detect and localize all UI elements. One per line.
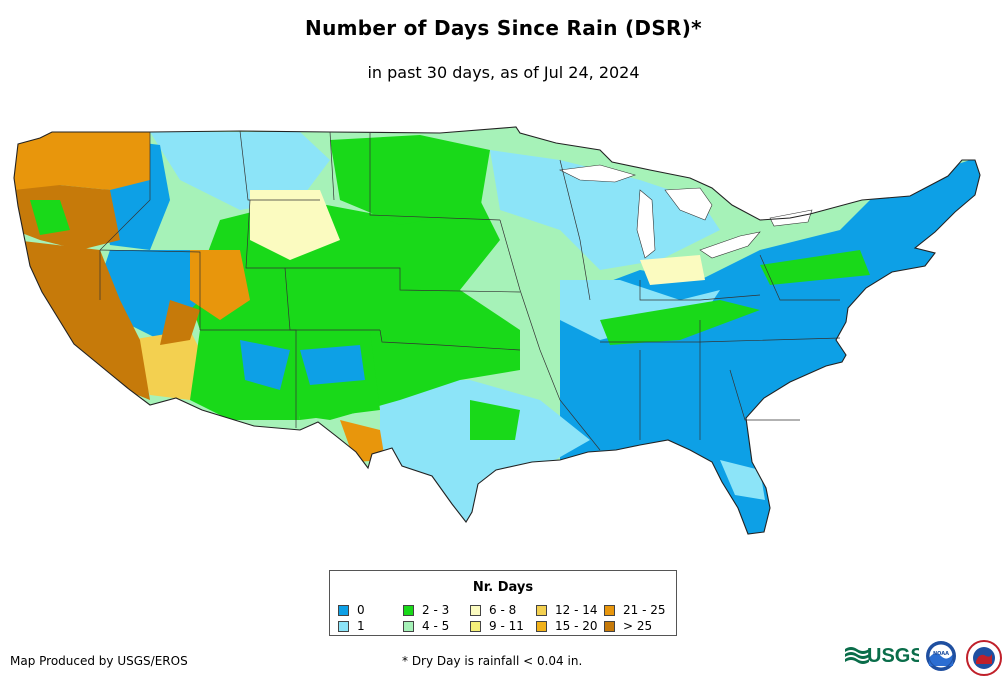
legend-swatch xyxy=(338,621,349,632)
legend-swatch xyxy=(470,605,481,616)
legend-item-2: 2 - 3 xyxy=(403,603,449,617)
legend-item-6: 12 - 14 xyxy=(536,603,598,617)
legend-swatch xyxy=(403,621,414,632)
legend-swatch xyxy=(536,621,547,632)
legend-item-1: 1 xyxy=(338,619,365,633)
nws-logo-icon xyxy=(966,640,1002,676)
noaa-logo-text: NOAA xyxy=(933,651,949,657)
legend-item-5: 9 - 11 xyxy=(470,619,524,633)
legend-title: Nr. Days xyxy=(472,580,534,595)
us-dsr-map xyxy=(13,126,981,535)
legend-item-0: 0 xyxy=(338,603,365,617)
legend-item-7: 15 - 20 xyxy=(536,619,598,633)
dry-day-footnote: * Dry Day is rainfall < 0.04 in. xyxy=(402,654,583,668)
legend-label: 12 - 14 xyxy=(555,603,598,617)
legend-label: 15 - 20 xyxy=(555,619,598,633)
legend-swatch xyxy=(403,605,414,616)
legend-label: > 25 xyxy=(623,619,653,633)
legend-label: 2 - 3 xyxy=(422,603,450,617)
legend-item-8: 21 - 25 xyxy=(604,603,666,617)
legend-label: 1 xyxy=(357,619,365,633)
legend-label: 0 xyxy=(357,603,365,617)
legend-item-9: > 25 xyxy=(604,619,652,633)
legend-item-4: 6 - 8 xyxy=(470,603,516,617)
legend: Nr. Days 0 1 2 - 3 4 - 5 6 - 8 9 - 11 12… xyxy=(329,570,677,636)
map-credit: Map Produced by USGS/EROS xyxy=(10,654,188,668)
legend-item-3: 4 - 5 xyxy=(403,619,449,633)
usgs-logo-icon: USGS xyxy=(845,645,919,667)
legend-label: 21 - 25 xyxy=(623,603,666,617)
legend-label: 9 - 11 xyxy=(489,619,524,633)
legend-swatch xyxy=(338,605,349,616)
map-subtitle: in past 30 days, as of Jul 24, 2024 xyxy=(367,63,640,82)
map-title: Number of Days Since Rain (DSR)* xyxy=(305,16,702,40)
legend-swatch xyxy=(536,605,547,616)
legend-label: 4 - 5 xyxy=(422,619,450,633)
legend-label: 6 - 8 xyxy=(489,603,517,617)
legend-swatch xyxy=(604,621,615,632)
usgs-logo-text: USGS xyxy=(867,645,919,667)
legend-swatch xyxy=(470,621,481,632)
legend-swatch xyxy=(604,605,615,616)
noaa-logo-icon: NOAA xyxy=(926,641,956,671)
